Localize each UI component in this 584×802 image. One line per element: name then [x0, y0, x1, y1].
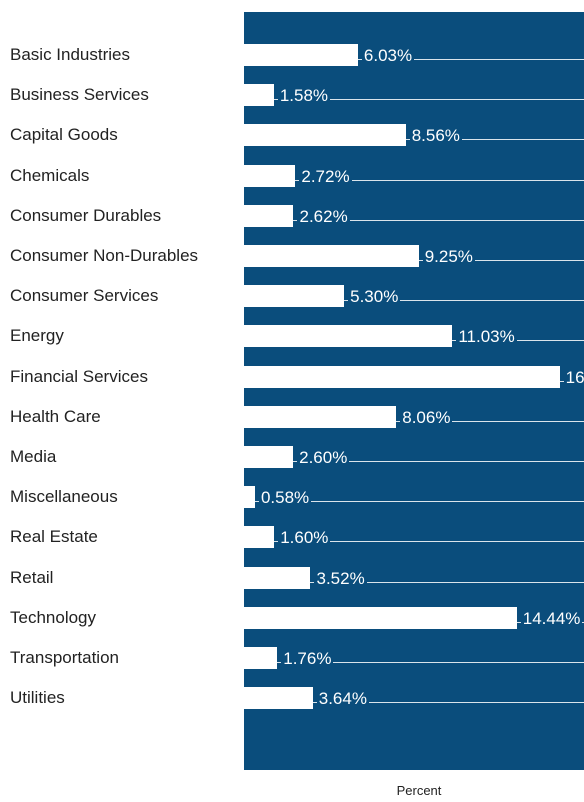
leader-line — [293, 461, 584, 462]
bar — [244, 84, 274, 107]
leader-line — [277, 662, 584, 663]
bar — [244, 285, 345, 308]
category-label: Basic Industries — [10, 45, 130, 64]
value-label: 11.03% — [456, 327, 517, 348]
bar — [244, 446, 294, 468]
value-label: 0.58% — [258, 488, 312, 509]
x-axis-label: Percent — [396, 783, 442, 798]
bar — [244, 486, 255, 509]
leader-line — [293, 219, 584, 221]
category-label: Miscellaneous — [10, 487, 118, 507]
bar — [244, 687, 313, 710]
value-label: 2.60% — [297, 448, 350, 468]
bar — [244, 405, 397, 428]
category-label: Chemicals — [10, 165, 90, 185]
bar — [244, 606, 517, 629]
leader-line — [418, 260, 584, 261]
bar — [244, 365, 560, 388]
bar — [244, 124, 406, 147]
leader-line — [254, 501, 584, 503]
value-label: 6.03% — [361, 46, 415, 66]
leader-line — [344, 300, 584, 302]
category-label: Energy — [10, 326, 64, 346]
value-label: 5.30% — [348, 287, 401, 308]
value-label: 8.06% — [400, 407, 453, 428]
bar — [244, 245, 419, 267]
bar — [244, 526, 275, 549]
category-label: Media — [10, 447, 57, 466]
category-label: Transportation — [10, 648, 119, 667]
value-label: 8.56% — [409, 126, 462, 147]
leader-line — [310, 581, 584, 583]
bar — [244, 164, 296, 187]
category-label: Capital Goods — [10, 125, 118, 145]
value-label: 3.52% — [314, 568, 367, 589]
value-label: 1.58% — [277, 86, 331, 107]
value-label: 2.62% — [297, 206, 350, 227]
category-label: Consumer Durables — [10, 205, 162, 225]
leader-line — [274, 541, 584, 543]
value-label: 9.25% — [422, 247, 475, 267]
category-label: Consumer Services — [10, 286, 159, 306]
bar — [244, 566, 311, 589]
category-label: Technology — [10, 607, 97, 627]
category-label: Real Estate — [10, 527, 98, 547]
value-label: 14.44% — [520, 608, 583, 629]
leader-line — [357, 59, 584, 60]
value-label: 1.76% — [281, 649, 334, 669]
category-label: Health Care — [10, 406, 101, 426]
category-label: Financial Services — [10, 366, 148, 386]
bar — [244, 44, 358, 66]
leader-line — [295, 179, 584, 181]
leader-line — [405, 139, 584, 141]
bar — [244, 204, 294, 227]
category-label: Utilities — [10, 688, 65, 708]
leader-line — [452, 340, 584, 342]
value-label: 16.71% — [563, 367, 584, 388]
bar — [244, 325, 453, 348]
leader-line — [273, 99, 584, 101]
category-label: Retail — [10, 567, 54, 587]
value-label: 3.64% — [316, 689, 369, 710]
bar — [244, 647, 278, 669]
leader-line — [312, 702, 584, 704]
value-label: 1.60% — [278, 528, 331, 549]
category-label: Business Services — [10, 85, 149, 105]
leader-line — [396, 420, 584, 422]
category-label: Consumer Non-Durables — [10, 246, 199, 265]
value-label: 2.72% — [299, 166, 352, 187]
